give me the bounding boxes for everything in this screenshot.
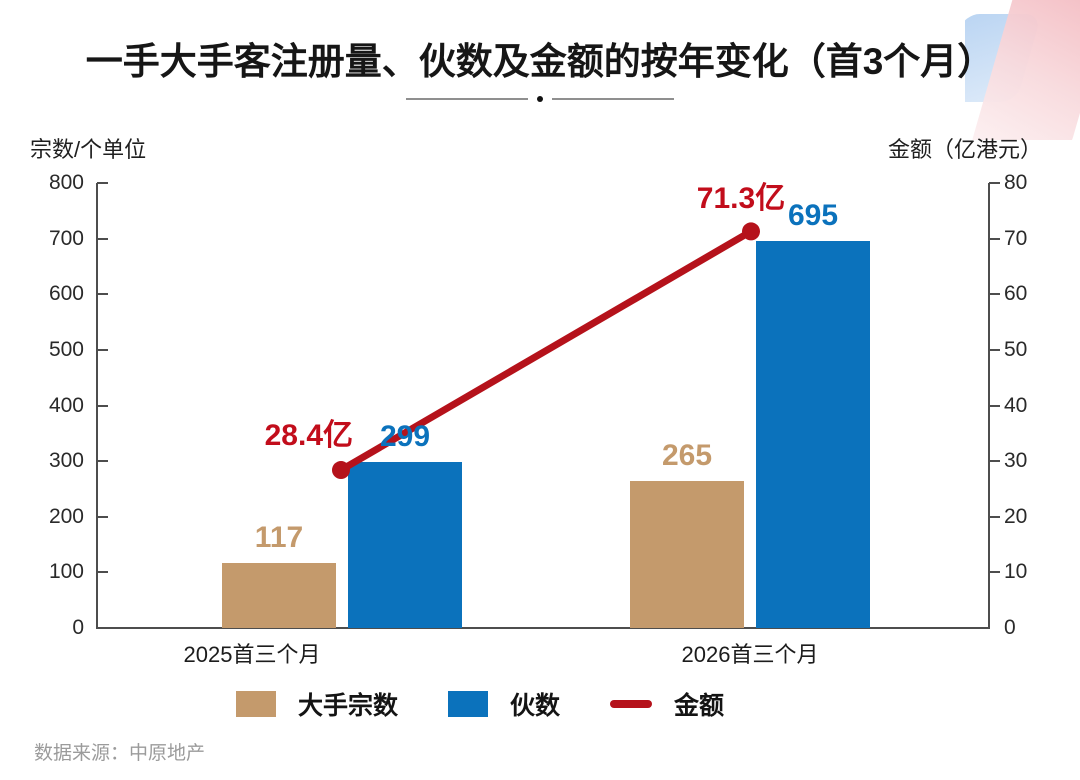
legend-label: 金额 — [674, 692, 725, 720]
left-axis-tick-label: 300 — [48, 449, 84, 473]
x-axis-category-label: 2025首三个月 — [183, 642, 321, 667]
right-axis-tick-mark — [989, 348, 1000, 351]
chart-title: 一手大手客注册量、伙数及金额的按年变化（首3个月） — [85, 41, 995, 82]
right-axis-tick-mark — [989, 293, 1000, 296]
left-axis-tick-mark — [97, 404, 108, 407]
bottom-axis-line — [96, 627, 990, 629]
left-axis-tick-label: 500 — [48, 337, 84, 361]
left-axis-tick-label: 400 — [48, 393, 84, 417]
divider-line-left — [406, 98, 528, 100]
title-divider — [406, 96, 674, 102]
legend: 大手宗数 伙数 金额 — [236, 686, 724, 722]
legend-item: 金额 — [610, 686, 724, 722]
right-axis-tick-mark — [989, 571, 1000, 574]
left-axis-tick-label: 100 — [48, 560, 84, 584]
legend-swatch — [448, 691, 489, 717]
right-axis-tick-mark — [989, 237, 1000, 240]
legend-item: 大手宗数 — [236, 686, 398, 722]
left-axis-tick-mark — [97, 182, 108, 184]
right-axis-title: 金额（亿港元） — [887, 137, 1042, 162]
right-axis-tick-label: 60 — [1004, 282, 1028, 306]
left-axis-tick-label: 0 — [72, 616, 84, 639]
legend-swatch — [236, 691, 276, 717]
left-axis-tick-mark — [97, 571, 108, 574]
left-axis-tick-mark — [97, 515, 108, 518]
left-axis-tick-mark — [97, 460, 108, 463]
legend-swatch — [610, 700, 653, 708]
right-axis-tick-label: 40 — [1004, 393, 1028, 417]
left-axis-tick-label: 800 — [48, 171, 84, 194]
divider-line-right — [552, 98, 674, 100]
right-axis-tick-mark — [989, 404, 1000, 407]
right-axis-tick-label: 0 — [1004, 616, 1016, 639]
right-axis-tick-label: 50 — [1004, 337, 1028, 361]
legend-item: 伙数 — [448, 686, 560, 722]
left-axis-tick-label: 600 — [48, 282, 84, 306]
left-axis-tick-label: 700 — [48, 226, 84, 250]
left-axis-tick-mark — [97, 237, 108, 240]
bar — [630, 480, 744, 628]
bar-value-label: 299 — [379, 419, 431, 453]
legend-label: 大手宗数 — [298, 692, 399, 720]
right-axis-tick-mark — [989, 515, 1000, 518]
bar — [222, 562, 336, 628]
x-axis-category-label: 2026首三个月 — [681, 642, 819, 667]
bar — [348, 461, 462, 628]
bar-value-label: 265 — [661, 438, 713, 472]
left-axis-tick-label: 200 — [48, 504, 84, 528]
right-axis-tick-label: 30 — [1004, 449, 1028, 473]
right-axis-tick-mark — [989, 460, 1000, 463]
line-value-label: 28.4亿 — [264, 419, 353, 453]
line-value-label: 71.3亿 — [696, 182, 786, 216]
divider-dot — [537, 96, 543, 102]
source-note: 数据来源：中原地产 — [34, 743, 206, 764]
bar — [756, 241, 870, 628]
left-axis-tick-mark — [97, 293, 108, 296]
amount-line-point — [742, 222, 760, 241]
bar-value-label: 117 — [254, 520, 304, 554]
legend-label: 伙数 — [510, 692, 561, 720]
left-axis-tick-mark — [97, 348, 108, 351]
left-axis-title: 宗数/个单位 — [30, 137, 147, 162]
right-axis-tick-label: 70 — [1004, 226, 1028, 250]
right-axis-tick-label: 20 — [1004, 504, 1028, 528]
right-axis-tick-label: 10 — [1004, 560, 1028, 584]
right-axis-tick-label: 80 — [1004, 171, 1028, 194]
right-axis-tick-mark — [989, 182, 1000, 184]
bar-value-label: 695 — [787, 199, 839, 233]
